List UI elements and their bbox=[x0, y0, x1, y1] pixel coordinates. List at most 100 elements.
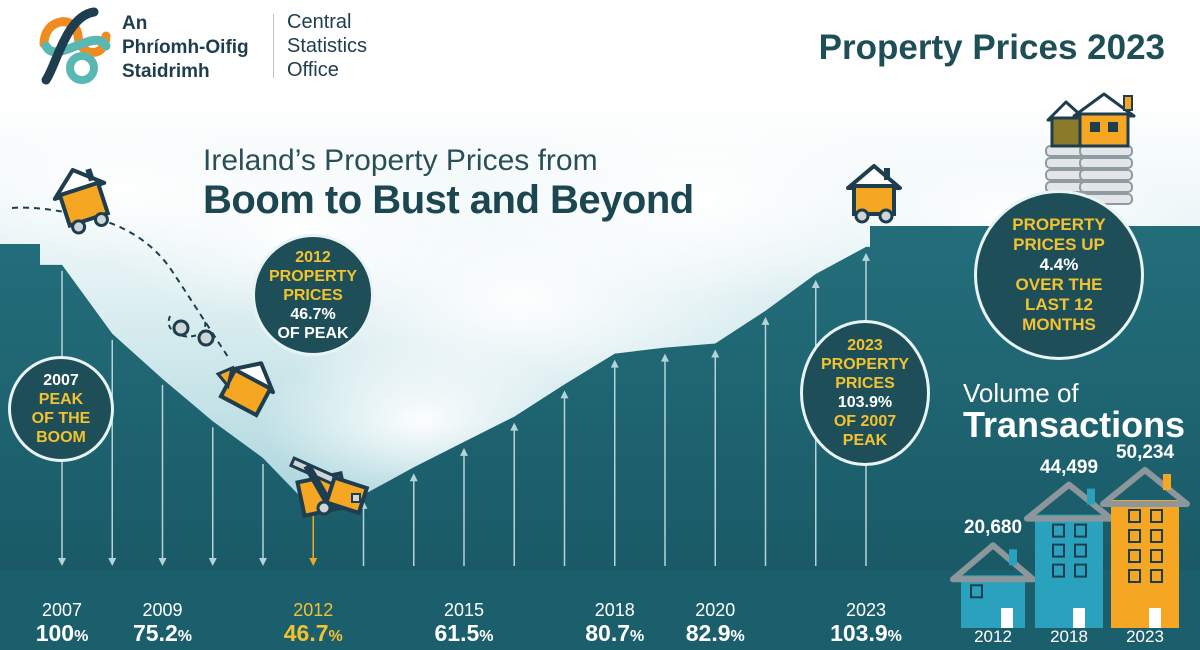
callout-text: 103.9% bbox=[837, 394, 893, 411]
house-door bbox=[1001, 608, 1013, 628]
price-unit: % bbox=[479, 628, 494, 645]
price-arrow-head bbox=[811, 280, 820, 289]
price-arrow-head bbox=[259, 558, 267, 566]
price-unit: % bbox=[630, 628, 645, 645]
price-value-label: 61.5% bbox=[409, 620, 519, 647]
price-year-label: 2018 bbox=[594, 600, 635, 620]
price-value: 100 bbox=[35, 620, 75, 646]
volume-bar bbox=[1035, 514, 1103, 628]
logo-divider bbox=[273, 14, 274, 78]
price-arrow-head bbox=[309, 558, 318, 566]
town-house-icon bbox=[1024, 481, 1114, 628]
price-value-label: 46.7% bbox=[258, 620, 368, 647]
loose-wheel bbox=[172, 319, 190, 337]
callout-text: LAST 12 bbox=[1024, 295, 1094, 314]
volume-title-line-1: Volume of bbox=[963, 378, 1079, 408]
price-value-label: 103.9% bbox=[811, 620, 921, 647]
house-on-wheels-icon bbox=[52, 167, 111, 235]
house-window bbox=[1150, 509, 1163, 523]
logo-english-line: Office bbox=[287, 59, 339, 81]
house-window bbox=[1052, 543, 1065, 558]
price-value: 82.9 bbox=[685, 620, 731, 646]
callout-text: MONTHS bbox=[1022, 315, 1096, 334]
logo-english-name: Central Statistics Office bbox=[287, 10, 407, 82]
volume-year-label: 2023 bbox=[1126, 627, 1164, 646]
callout-text: OF 2007 bbox=[833, 413, 897, 430]
callout-text: PROPERTY bbox=[820, 356, 909, 373]
price-trend-area bbox=[0, 246, 1200, 570]
price-unit: % bbox=[730, 628, 745, 645]
callout-text: 2023 bbox=[847, 337, 883, 354]
price-unit: % bbox=[887, 628, 902, 645]
house-window bbox=[1074, 523, 1087, 538]
volume-year-label: 2018 bbox=[1050, 627, 1088, 646]
price-arrow-head bbox=[58, 558, 66, 566]
price-value: 103.9 bbox=[830, 620, 888, 646]
house-window bbox=[1074, 563, 1087, 578]
price-arrow-head bbox=[711, 349, 720, 358]
price-arrow-head bbox=[862, 252, 870, 261]
callout-text: PRICES bbox=[835, 375, 895, 392]
price-arrow-head bbox=[409, 473, 418, 482]
logo-irish-line: An bbox=[122, 13, 148, 34]
logo-irish-line: Phríomh-Oifig bbox=[122, 37, 249, 58]
price-unit: % bbox=[177, 628, 192, 645]
callout-text: OVER THE bbox=[1015, 275, 1103, 294]
price-value-label: 100% bbox=[7, 620, 117, 647]
house-window bbox=[1150, 549, 1163, 563]
house-window bbox=[1150, 529, 1163, 543]
callout-text: OF THE bbox=[31, 410, 91, 427]
callout-2012-low: 2012 PROPERTY PRICES 46.7% OF PEAK bbox=[252, 234, 374, 356]
broken-house-icon bbox=[288, 456, 370, 519]
callout-2007-peak: 2007 PEAK OF THE BOOM bbox=[8, 356, 114, 462]
volume-bar bbox=[961, 575, 1025, 628]
price-value: 46.7 bbox=[283, 620, 329, 646]
fall-trajectory bbox=[11, 206, 231, 361]
callout-text: 4.4% bbox=[1039, 255, 1079, 274]
logo-irish-line: Staidrimh bbox=[122, 61, 210, 82]
callout-text: PEAK bbox=[842, 432, 888, 449]
price-value-label: 80.7% bbox=[560, 620, 670, 647]
price-arrow-head bbox=[208, 558, 217, 566]
price-arrow-head bbox=[460, 447, 468, 456]
house-chimney bbox=[1087, 488, 1095, 505]
price-year-label: 2012 bbox=[293, 600, 334, 620]
house-window bbox=[1128, 529, 1141, 543]
volume-year-label: 2012 bbox=[974, 627, 1012, 646]
callout-text: PROPERTY bbox=[268, 267, 357, 285]
price-arrow-head bbox=[661, 353, 669, 362]
price-arrow-head bbox=[510, 422, 519, 431]
cloud bbox=[480, 100, 920, 300]
price-year-label: 2007 bbox=[41, 600, 83, 620]
callout-text: BOOM bbox=[36, 429, 86, 446]
price-unit: % bbox=[328, 628, 343, 645]
loose-wheel bbox=[197, 329, 215, 347]
house-window bbox=[1128, 549, 1141, 563]
price-arrow-head bbox=[610, 359, 619, 368]
callout-text: OF PEAK bbox=[277, 324, 349, 342]
house-window bbox=[1052, 563, 1065, 578]
price-year-label: 2023 bbox=[845, 600, 887, 620]
town-house-icon bbox=[950, 542, 1036, 628]
house-window bbox=[1128, 509, 1141, 523]
house-door bbox=[1149, 608, 1161, 628]
price-value: 80.7 bbox=[585, 620, 631, 646]
callout-2023-current: 2023 PROPERTY PRICES 103.9% OF 2007 PEAK bbox=[800, 320, 930, 466]
house-window bbox=[1074, 543, 1087, 558]
volume-bar bbox=[1111, 500, 1179, 628]
house-door bbox=[1073, 608, 1085, 628]
price-arrow-head bbox=[108, 558, 117, 566]
volume-value-label: 44,499 bbox=[1039, 456, 1099, 478]
house-on-coins-icon bbox=[1045, 92, 1136, 205]
subtitle-line-2: Boom to Bust and Beyond bbox=[203, 178, 694, 222]
house-on-wheels-icon bbox=[846, 164, 902, 224]
house-window bbox=[1052, 523, 1065, 538]
price-year-label: 2009 bbox=[142, 600, 183, 620]
callout-text: PRICES UP bbox=[1013, 235, 1105, 254]
callout-text: PRICES bbox=[283, 286, 343, 304]
price-arrow-head bbox=[158, 558, 167, 566]
callout-text: 2012 bbox=[295, 248, 331, 266]
price-arrow-head bbox=[560, 390, 569, 399]
volume-value-label: 50,234 bbox=[1115, 442, 1175, 463]
